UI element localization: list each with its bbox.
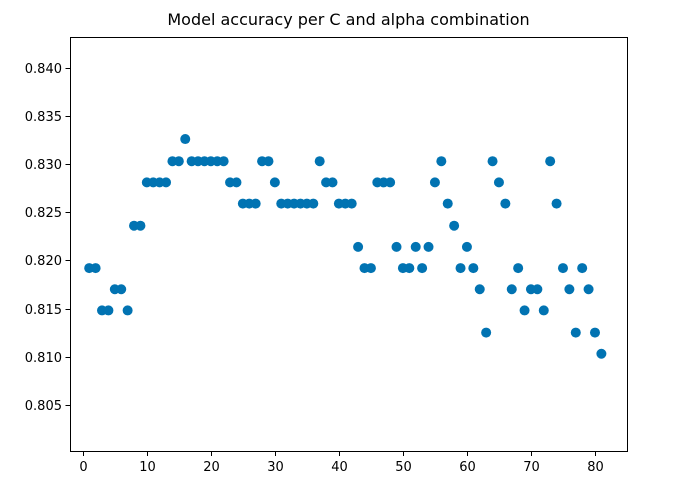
data-point	[161, 177, 172, 188]
x-tick-label: 80	[587, 460, 604, 475]
data-point	[461, 241, 472, 252]
y-tick-label: 0.805	[25, 399, 62, 414]
data-point	[90, 263, 101, 274]
data-point	[596, 348, 607, 359]
data-point	[308, 198, 319, 209]
data-points	[84, 134, 607, 359]
data-point	[481, 327, 492, 338]
x-tick-label: 50	[395, 460, 412, 475]
data-point	[474, 284, 485, 295]
data-point	[417, 263, 428, 274]
data-point	[583, 284, 594, 295]
data-point	[449, 220, 460, 231]
data-point	[404, 263, 415, 274]
x-tick-label: 20	[203, 460, 220, 475]
y-tick-label: 0.815	[25, 303, 62, 318]
y-axis: 0.805 0.810 0.815 0.820 0.825 0.830 0.835 0.840	[25, 62, 71, 414]
data-point	[346, 198, 357, 209]
data-point	[500, 198, 511, 209]
y-tick-label: 0.830	[25, 158, 62, 173]
data-point	[263, 156, 274, 167]
data-point	[455, 263, 466, 274]
data-point	[385, 177, 396, 188]
plot-area-frame	[70, 37, 628, 452]
data-point	[545, 156, 556, 167]
x-tick-label: 0	[79, 460, 87, 475]
data-point	[589, 327, 600, 338]
x-axis: 0 10 20 30 40 50 60 70 80	[79, 451, 604, 475]
data-point	[513, 263, 524, 274]
data-point	[506, 284, 517, 295]
x-tick-label: 70	[523, 460, 540, 475]
data-point	[519, 305, 530, 316]
data-point	[116, 284, 127, 295]
x-tick-label: 30	[267, 460, 284, 475]
data-point	[269, 177, 280, 188]
x-tick-label: 10	[139, 460, 156, 475]
y-tick-label: 0.810	[25, 351, 62, 366]
data-point	[551, 198, 562, 209]
data-point	[135, 220, 146, 231]
data-point	[487, 156, 498, 167]
data-point	[391, 241, 402, 252]
y-tick-label: 0.820	[25, 254, 62, 269]
data-point	[468, 263, 479, 274]
data-point	[122, 305, 133, 316]
data-point	[410, 241, 421, 252]
data-point	[577, 263, 588, 274]
data-point	[538, 305, 549, 316]
x-tick-label: 40	[331, 460, 348, 475]
chart-title: Model accuracy per C and alpha combinati…	[167, 10, 529, 29]
data-point	[231, 177, 242, 188]
data-point	[423, 241, 434, 252]
data-point	[250, 198, 261, 209]
data-point	[532, 284, 543, 295]
data-point	[557, 263, 568, 274]
y-tick-label: 0.825	[25, 206, 62, 221]
data-point	[442, 198, 453, 209]
data-point	[436, 156, 447, 167]
data-point	[493, 177, 504, 188]
data-point	[314, 156, 325, 167]
data-point	[327, 177, 338, 188]
data-point	[218, 156, 229, 167]
data-point	[353, 241, 364, 252]
x-tick-label: 60	[459, 460, 476, 475]
data-point	[173, 156, 184, 167]
y-tick-label: 0.840	[25, 62, 62, 77]
data-point	[103, 305, 114, 316]
data-point	[365, 263, 376, 274]
data-point	[180, 134, 191, 145]
data-point	[564, 284, 575, 295]
data-point	[429, 177, 440, 188]
data-point	[570, 327, 581, 338]
y-tick-label: 0.835	[25, 110, 62, 125]
